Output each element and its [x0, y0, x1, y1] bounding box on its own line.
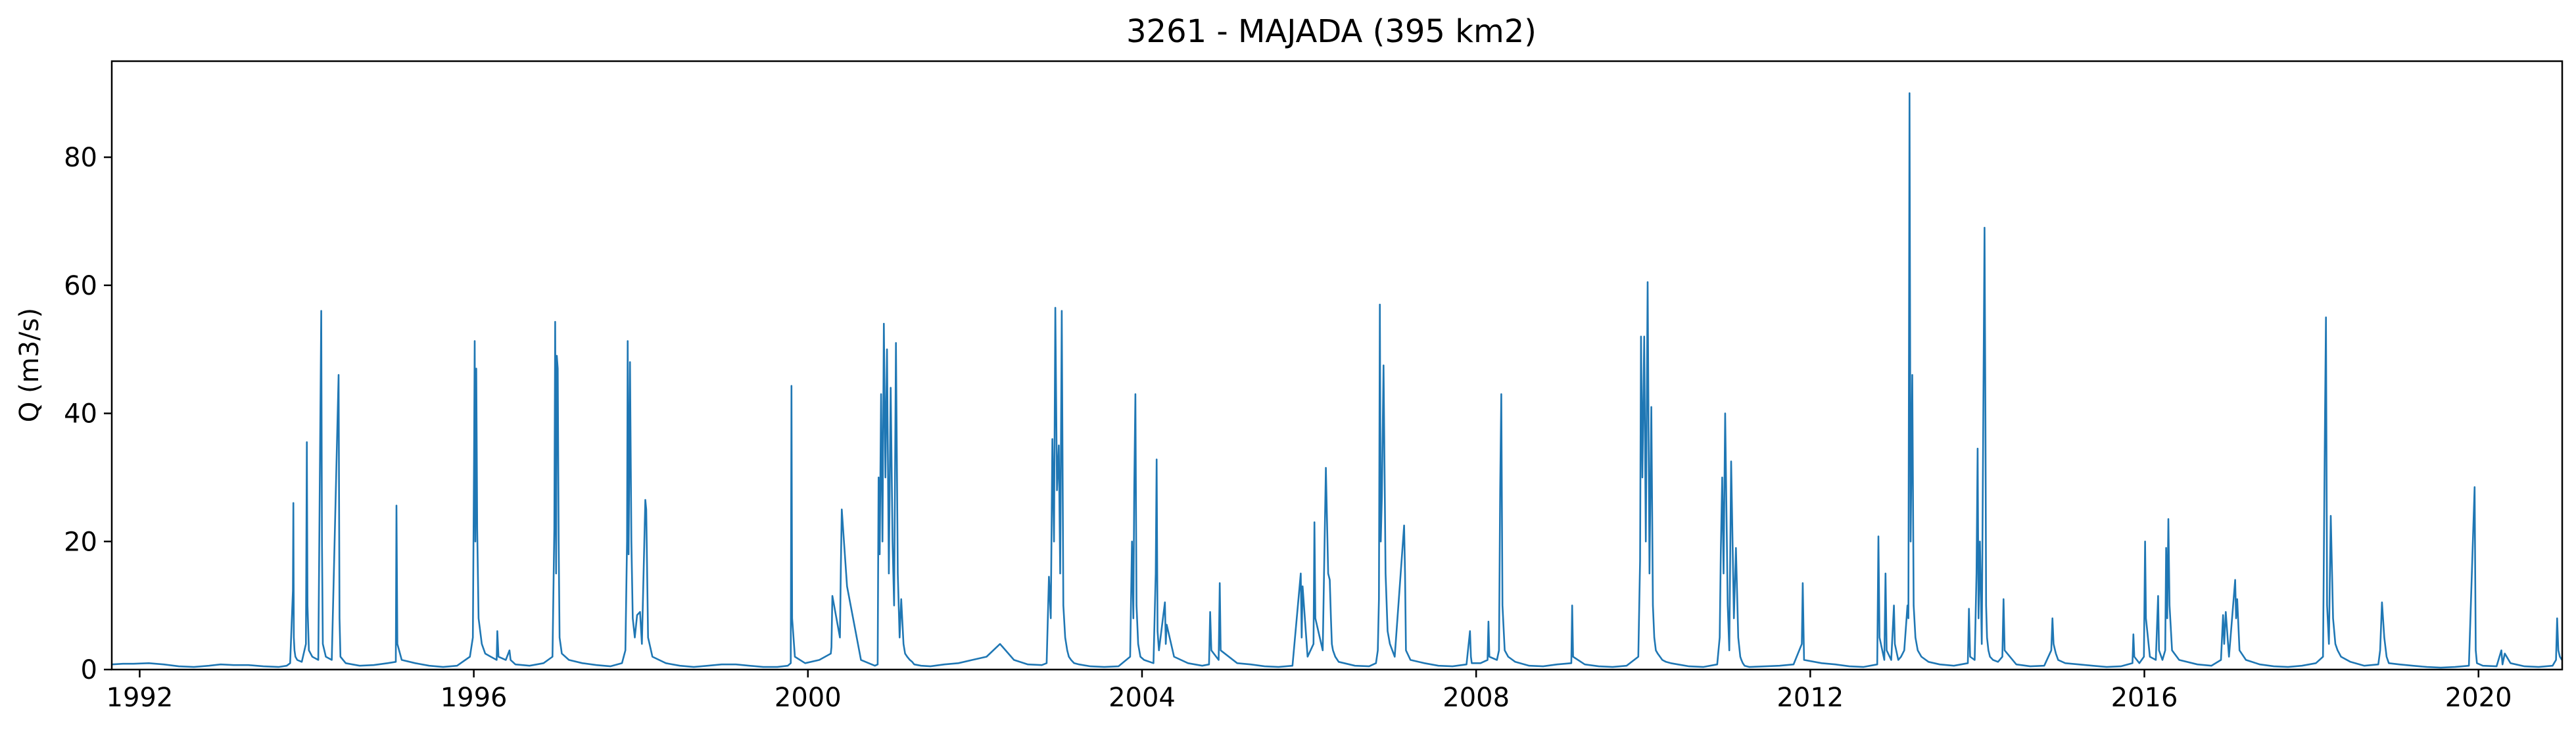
y-axis: 0 20 40 60 80	[64, 143, 112, 685]
x-tick-label: 2004	[1109, 683, 1176, 713]
y-tick-label: 80	[64, 143, 97, 173]
plot-area	[110, 60, 2564, 671]
chart-title: 3261 - MAJADA (395 km2)	[1126, 13, 1537, 50]
x-tick-label: 1996	[441, 683, 508, 713]
x-tick-label: 2008	[1443, 683, 1510, 713]
x-tick-label: 2000	[775, 683, 842, 713]
x-tick-label: 2016	[2111, 683, 2178, 713]
discharge-series-line	[112, 92, 2562, 669]
y-tick-label: 0	[81, 655, 97, 685]
y-axis-label: Q (m3/s)	[14, 308, 45, 422]
plot-frame	[110, 60, 2564, 671]
x-tick-label: 2020	[2445, 683, 2512, 713]
y-tick-label: 40	[64, 399, 97, 429]
x-tick-label: 1992	[107, 683, 174, 713]
y-tick-label: 60	[64, 271, 97, 301]
x-axis: 1992 1996 2000 2004 2008 2012 2016 2020	[107, 670, 2512, 713]
y-tick-label: 20	[64, 527, 97, 557]
x-tick-label: 2012	[1777, 683, 1844, 713]
